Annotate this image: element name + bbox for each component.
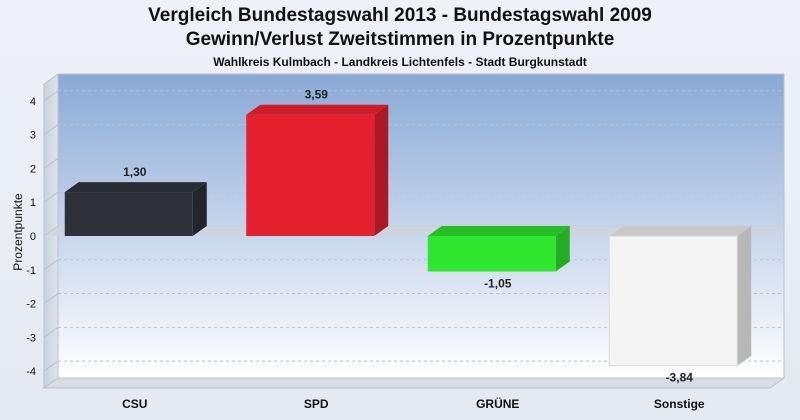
y-axis-label: Prozentpunkte (11, 193, 25, 271)
chart-header: Vergleich Bundestagswahl 2013 - Bundesta… (0, 4, 800, 70)
x-tick-label: Sonstige (654, 397, 705, 411)
bar (608, 235, 738, 367)
gridline-wall (43, 326, 59, 338)
bar-top (427, 226, 570, 236)
x-tick-label: SPD (304, 397, 329, 411)
x-tick-label: CSU (122, 397, 147, 411)
gridline-wall (43, 293, 59, 304)
gridline-wall (43, 158, 59, 169)
y-tick-label: -2 (26, 299, 36, 311)
chart-title: Vergleich Bundestagswahl 2013 - Bundesta… (148, 5, 652, 26)
bar-top (609, 226, 752, 236)
bar-top (64, 182, 207, 193)
gridline-wall (43, 124, 59, 136)
gridline-wall (43, 90, 59, 102)
bar-value-label: -1,05 (484, 276, 512, 290)
zero-plane (44, 226, 784, 236)
y-tick-label: 3 (30, 130, 36, 142)
bar-top (246, 104, 389, 115)
gridline-wall (43, 191, 59, 203)
y-tick-label: -1 (26, 265, 36, 277)
y-tick-label: 4 (30, 96, 36, 108)
bar (64, 192, 193, 236)
y-tick-label: 1 (30, 197, 36, 209)
bar-side (555, 226, 570, 272)
bar-value-label: 3,59 (305, 88, 329, 102)
gridline-wall (43, 259, 59, 271)
bar-side (737, 226, 752, 366)
chart-subtitle: Wahlkreis Kulmbach - Landkreis Lichtenfe… (213, 55, 587, 69)
y-tick-label: -3 (26, 332, 36, 344)
bar-side (192, 182, 207, 236)
y-tick-label: -4 (26, 366, 36, 378)
bar-value-label: 1,30 (123, 165, 147, 179)
y-tick-label: 2 (30, 163, 36, 175)
bar (427, 236, 556, 272)
bar-value-label: -3,84 (666, 371, 694, 385)
bar-side (374, 104, 389, 236)
plot-floor (42, 377, 786, 389)
y-tick-label: 0 (30, 231, 36, 243)
x-tick-label: GRÜNE (476, 396, 519, 411)
chart-title-line2: Gewinn/Verlust Zweitstimmen in Prozentpu… (185, 29, 615, 50)
gridline-wall (43, 360, 59, 372)
bar (246, 114, 375, 236)
